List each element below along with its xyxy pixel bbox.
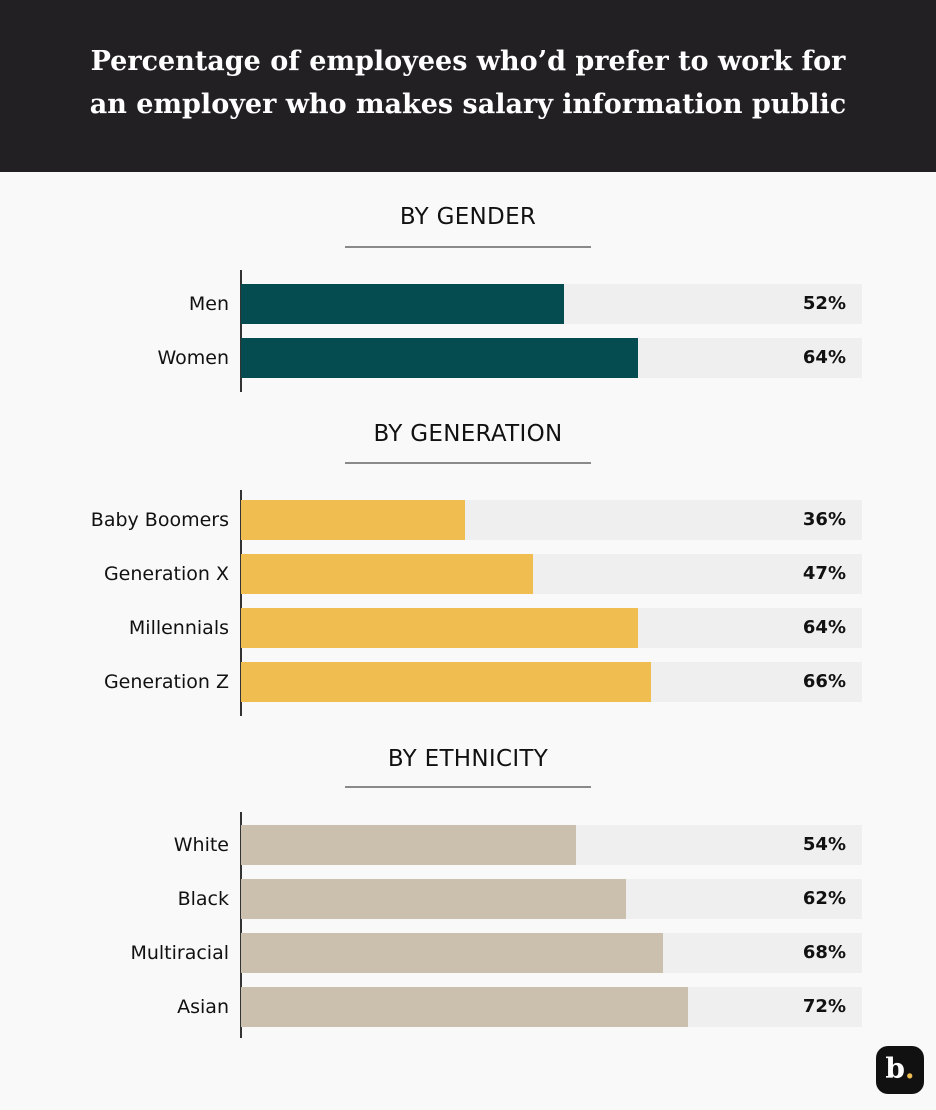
category-label: Asian	[177, 996, 229, 1018]
category-label: Men	[188, 293, 229, 315]
axis-line	[240, 270, 242, 392]
axis-line	[240, 490, 242, 716]
section-underline	[345, 786, 591, 788]
brand-logo: b.	[876, 1046, 924, 1094]
category-label: Women	[157, 347, 229, 369]
bar	[241, 500, 465, 540]
header-banner: Percentage of employees who’d prefer to …	[0, 0, 936, 172]
title-line-2: an employer who makes salary information…	[89, 89, 847, 120]
bar	[241, 284, 564, 324]
bar-track: 64%	[241, 338, 862, 378]
data-label: 54%	[802, 834, 846, 855]
category-label: Generation X	[103, 563, 229, 585]
data-label: 64%	[802, 347, 846, 368]
category-label: White	[173, 834, 229, 856]
bar-track: 36%	[241, 500, 862, 540]
data-label: 66%	[802, 671, 846, 692]
bar-track: 52%	[241, 284, 862, 324]
bar	[241, 554, 533, 594]
data-label: 47%	[802, 563, 846, 584]
section-underline	[345, 462, 591, 464]
data-label: 72%	[802, 996, 846, 1017]
section-title: BY GENERATION	[373, 421, 563, 447]
section-title: BY GENDER	[399, 204, 537, 230]
bar-track: 68%	[241, 933, 862, 973]
bar-track: 54%	[241, 825, 862, 865]
bar	[241, 338, 639, 378]
category-label: Multiracial	[130, 942, 229, 964]
data-label: 64%	[802, 617, 846, 638]
bar	[241, 987, 689, 1027]
bar	[241, 608, 639, 648]
bar	[241, 825, 577, 865]
category-label: Baby Boomers	[90, 509, 229, 531]
bar-track: 66%	[241, 662, 862, 702]
bar-track: 64%	[241, 608, 862, 648]
section-underline	[345, 246, 591, 248]
bar	[241, 879, 627, 919]
bar-track: 47%	[241, 554, 862, 594]
chart-title: Percentage of employees who’d prefer to …	[0, 40, 936, 126]
axis-line	[240, 812, 242, 1038]
bar-track: 72%	[241, 987, 862, 1027]
bar	[241, 933, 664, 973]
data-label: 36%	[802, 509, 846, 530]
section-title: BY ETHNICITY	[387, 746, 549, 772]
data-label: 68%	[802, 942, 846, 963]
title-line-1: Percentage of employees who’d prefer to …	[90, 46, 846, 77]
bar-track: 62%	[241, 879, 862, 919]
data-label: 52%	[802, 293, 846, 314]
category-label: Black	[177, 888, 229, 910]
category-label: Millennials	[128, 617, 229, 639]
category-label: Generation Z	[103, 671, 229, 693]
data-label: 62%	[802, 888, 846, 909]
bar	[241, 662, 651, 702]
